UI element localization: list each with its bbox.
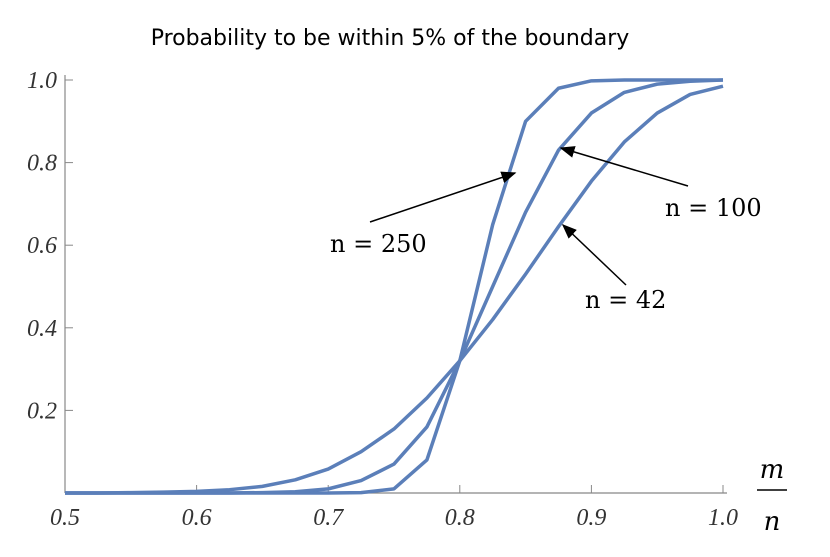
annotation: n = 42: [585, 286, 666, 314]
y-tick-label: 0.6: [27, 233, 57, 259]
x-tick-label: 0.8: [445, 505, 475, 531]
series-line: [65, 84, 724, 495]
x-tick-label: 0.7: [313, 505, 344, 531]
annotation-arrow: [561, 223, 627, 286]
annotation: n = 100: [665, 194, 762, 222]
x-tick-label: 0.9: [576, 505, 606, 531]
y-tick-label: 0.4: [27, 316, 57, 342]
x-tick-label: 1.0: [708, 505, 738, 531]
y-tick-label: 1.0: [27, 68, 57, 94]
chart-title: Probability to be within 5% of the bound…: [151, 26, 630, 51]
annotation-arrow: [559, 146, 689, 187]
x-label-numerator: m: [760, 455, 785, 485]
x-label-denominator: n: [764, 507, 781, 537]
x-tick-label: 0.5: [50, 505, 80, 531]
x-tick-label: 0.6: [182, 505, 212, 531]
annotation: n = 250: [330, 230, 427, 258]
annotation-arrow: [369, 171, 517, 223]
y-tick-label: 0.8: [27, 151, 57, 177]
y-tick-label: 0.2: [27, 398, 57, 424]
